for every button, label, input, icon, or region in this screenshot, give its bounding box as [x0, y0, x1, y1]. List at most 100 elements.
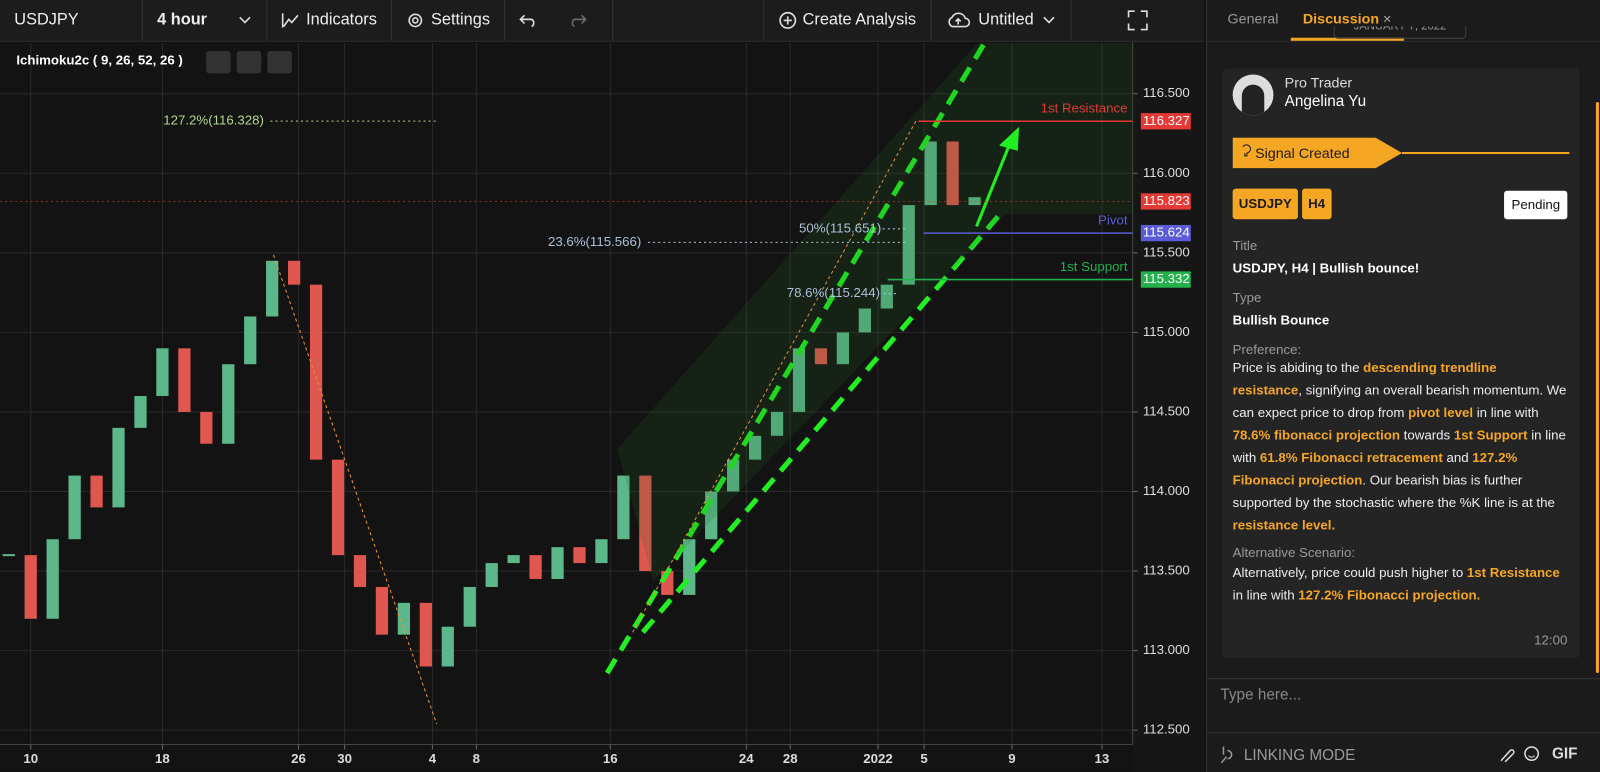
candle [156, 348, 169, 397]
channel-fill [617, 42, 1133, 582]
text: towards [1399, 427, 1454, 443]
candle [814, 348, 828, 365]
candle [924, 141, 937, 206]
candle [551, 547, 564, 579]
y-tick-label: 113.000 [1143, 642, 1190, 657]
highlight-text: resistance level. [1232, 517, 1336, 533]
linking-icon [1220, 746, 1233, 764]
candle [309, 284, 323, 460]
x-tick-label: 8 [473, 751, 480, 766]
candle [902, 205, 915, 285]
field-label: Alternative Scenario: [1232, 544, 1356, 560]
linking-mode[interactable]: LINKING MODE [1243, 746, 1356, 764]
price-badge-label: 115.332 [1143, 271, 1190, 286]
candle [595, 539, 608, 564]
text: Price is abiding to the [1232, 359, 1364, 376]
field-label: Title [1232, 237, 1258, 253]
field-value: Bullish Bounce [1232, 312, 1330, 328]
fib-label: 23.6%(115.566) [548, 234, 641, 249]
preference-text: Price is abiding to the descending trend… [1233, 357, 1570, 536]
x-tick-label: 4 [429, 751, 437, 766]
highlight-text: 61.8% Fibonacci retracement [1259, 449, 1443, 466]
target-arrow [975, 126, 1020, 227]
y-tick-label: 112.500 [1143, 722, 1190, 737]
tags: USDJPY H4 [1232, 188, 1336, 220]
alternative-text: Alternatively, price could push higher t… [1233, 562, 1570, 607]
indicators-button[interactable]: Indicators [267, 0, 393, 41]
highlight-text: 1st Resistance [1466, 564, 1560, 581]
candle [222, 364, 235, 444]
text: . Our bearish bias is further supported … [1232, 472, 1555, 510]
candle [880, 284, 893, 309]
fullscreen[interactable] [1071, 0, 1204, 41]
candle [288, 260, 301, 285]
candle [200, 411, 213, 444]
highlight-text: descending trendline resistance [1232, 359, 1497, 398]
input-icons[interactable] [1498, 744, 1549, 764]
candle [24, 555, 37, 619]
candle [90, 475, 103, 508]
x-tick-label: 13 [1095, 751, 1110, 766]
highlight-text: 127.2% Fibonacci projection [1232, 449, 1518, 488]
highlight-text: 127.2% Fibonacci projection. [1298, 587, 1481, 603]
highlight-text: 78.6% fibonacci projection [1232, 427, 1400, 443]
undo-redo[interactable] [505, 0, 614, 41]
author-name: Angelina Yu [1284, 92, 1367, 111]
x-tick-label: 18 [155, 751, 170, 766]
candle [858, 308, 871, 333]
message-card: Pro Trader Angelina Yu Signal Created US… [1222, 68, 1580, 658]
y-tick-label: 115.500 [1143, 244, 1190, 259]
highlight-text: pivot level [1408, 404, 1474, 421]
message-input[interactable]: Type here... [1220, 686, 1302, 704]
price-badge-label: 116.327 [1143, 113, 1190, 128]
price-badge [1140, 113, 1191, 130]
candle [353, 555, 367, 587]
price-axis [1132, 40, 1205, 772]
interval[interactable]: 4 hour [143, 0, 268, 41]
candle [244, 316, 257, 365]
price-badge [1140, 271, 1191, 288]
signal-text: Signal Created [1255, 144, 1350, 162]
candle [397, 602, 411, 635]
symbol[interactable]: USDJPY [0, 0, 143, 41]
scrollbar[interactable] [1595, 101, 1599, 674]
y-tick-label: 113.500 [1143, 563, 1190, 578]
author-role: Pro Trader [1284, 74, 1353, 91]
gif-button[interactable]: GIF [1552, 745, 1578, 763]
indicator-buttons[interactable] [206, 50, 292, 74]
level-name: Pivot [1098, 212, 1128, 227]
candle [46, 539, 59, 619]
y-tick-label: 116.500 [1143, 85, 1190, 100]
text: Alternatively, price could push higher t… [1232, 564, 1467, 581]
create-analysis[interactable]: Create Analysis [762, 0, 932, 41]
symbol-text: USDJPY [14, 11, 79, 29]
tab[interactable]: Discussion × [1290, 0, 1404, 41]
field-label: Preference: [1232, 341, 1302, 357]
settings-button[interactable]: Settings [392, 0, 506, 41]
candle [68, 475, 81, 540]
y-tick-label: 114.500 [1143, 403, 1190, 418]
indicators-text: Indicators [306, 11, 377, 29]
candle [748, 435, 762, 460]
x-tick-label: 16 [603, 751, 618, 766]
tab[interactable]: General [1227, 10, 1279, 27]
text: in line with [1232, 587, 1299, 603]
candle [178, 348, 191, 412]
x-tick-label: 2022 [863, 751, 892, 766]
text: , signifying an overall bearish momentum… [1232, 382, 1567, 421]
message-body: Title USDJPY, H4 | Bullish bounce! Type … [1233, 238, 1570, 607]
level-name: 1st Support [1060, 259, 1128, 274]
y-tick-label: 115.000 [1143, 324, 1190, 339]
file-menu[interactable]: Untitled [931, 0, 1072, 41]
date-chip: JANUARY 7, 2022 [1333, 26, 1467, 39]
candle [134, 396, 147, 428]
date-chip-wrap: JANUARY 7, 2022 [1333, 26, 1467, 49]
candle [946, 141, 959, 206]
tab-text: Discussion [1302, 10, 1380, 27]
level-name: 1st Resistance [1041, 101, 1128, 116]
candle [617, 475, 630, 540]
highlight-text: 1st Support [1453, 427, 1528, 443]
x-tick-label: 10 [23, 751, 38, 766]
x-tick-label: 5 [920, 751, 927, 766]
